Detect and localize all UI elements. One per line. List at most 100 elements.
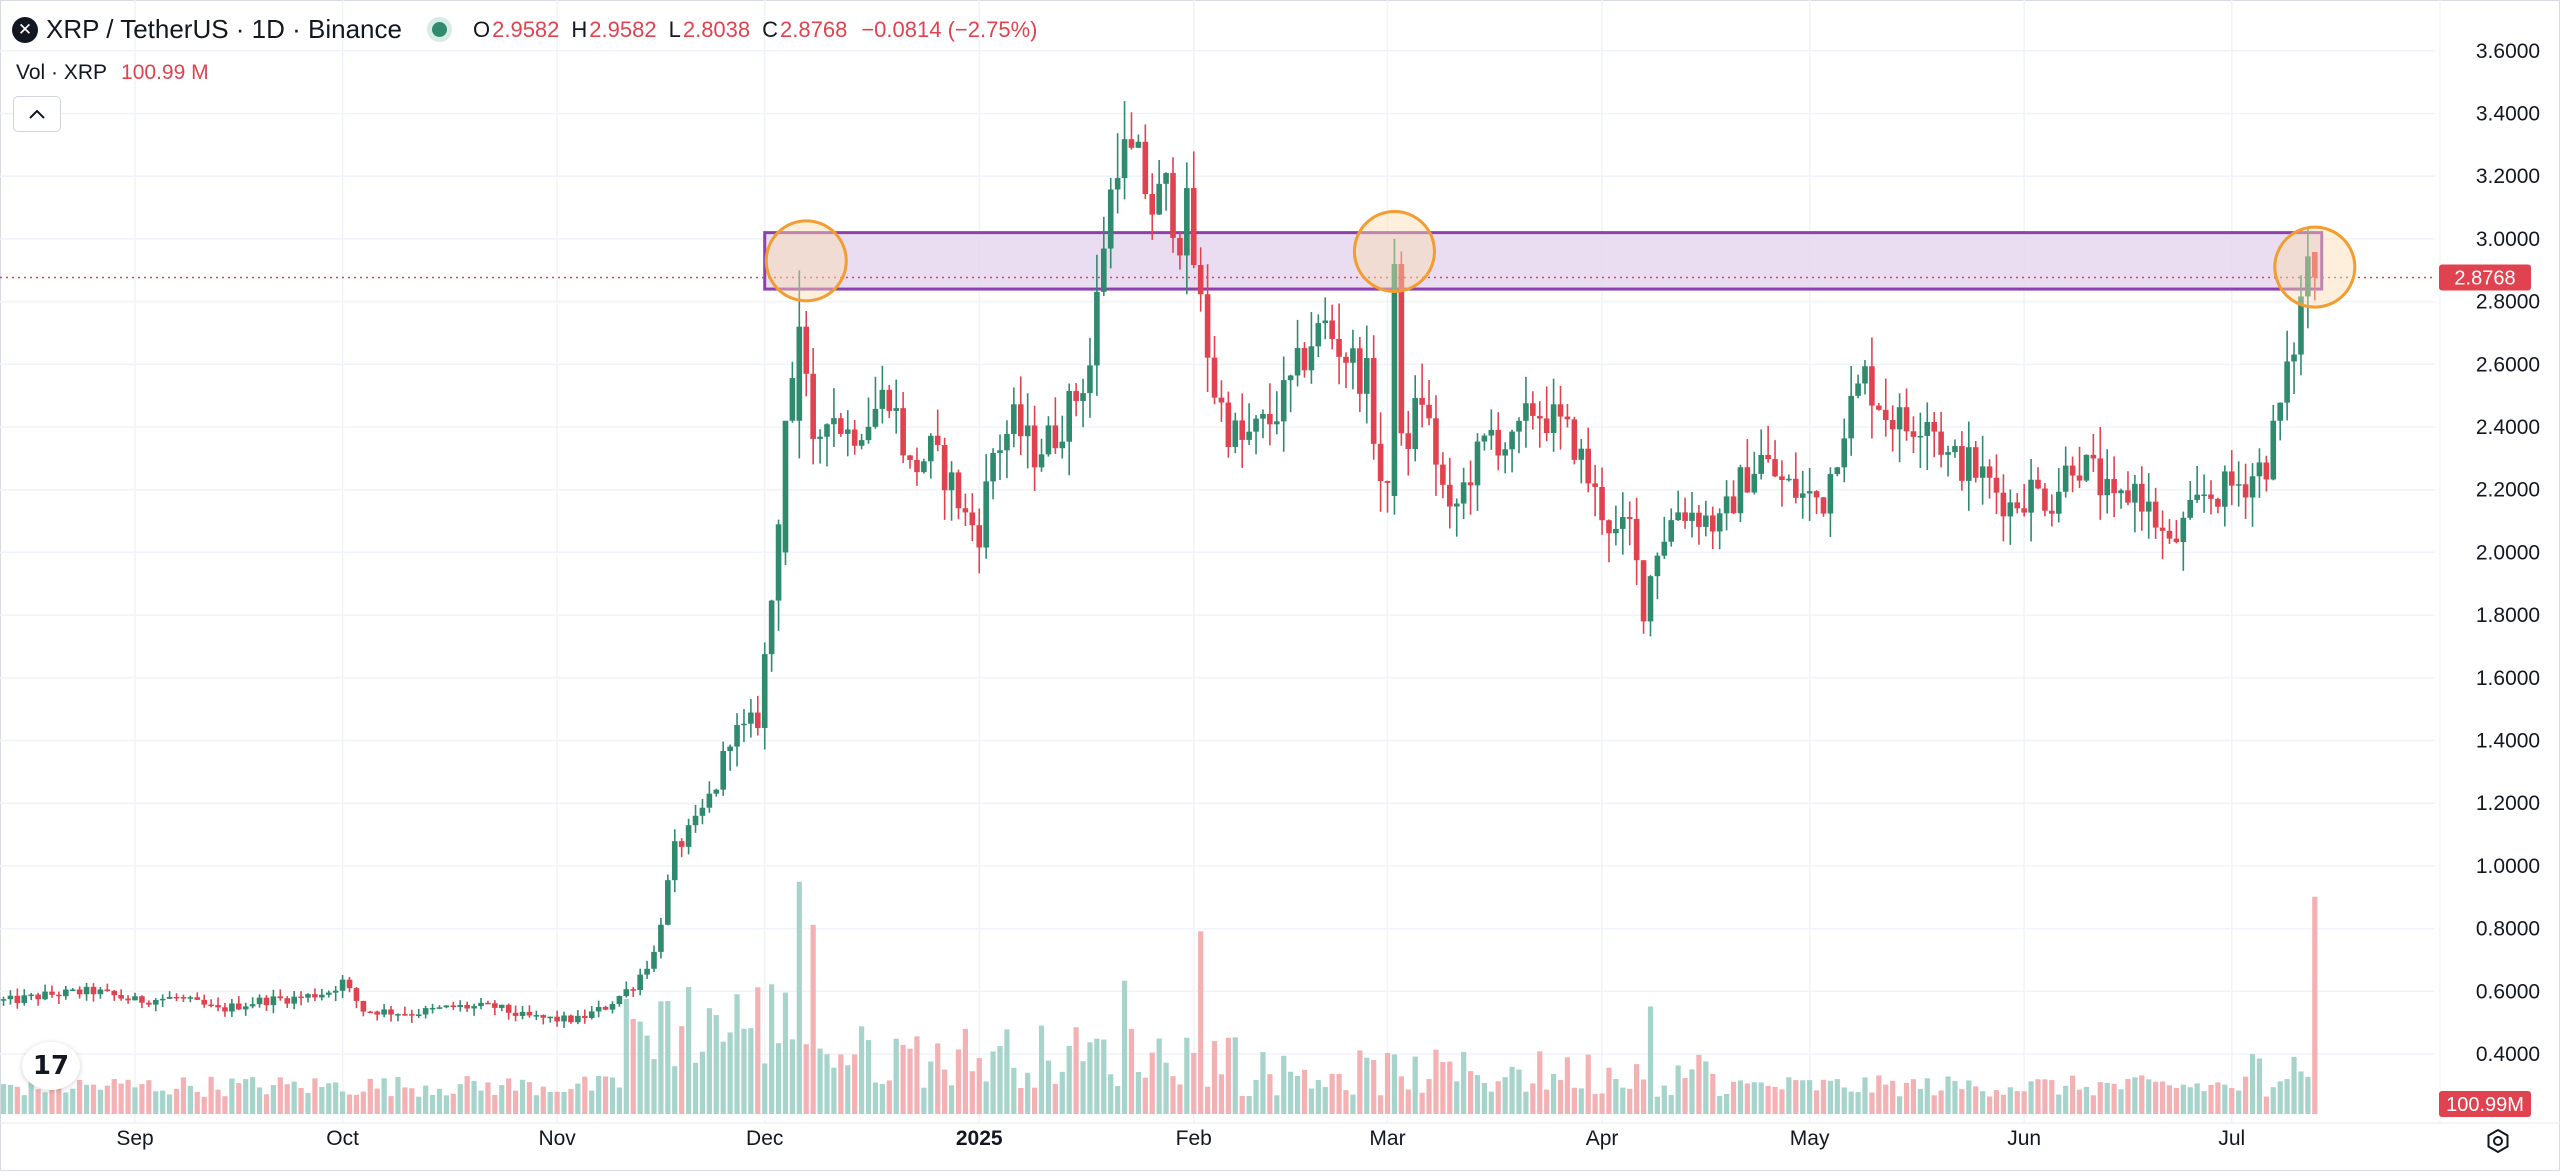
candle-body	[1543, 418, 1550, 434]
volume-bar	[35, 1089, 41, 1114]
candle-body	[914, 460, 920, 473]
volume-bar	[1205, 1086, 1211, 1114]
candle-body	[492, 1003, 498, 1008]
candle-body	[1163, 173, 1169, 184]
volume-bar	[2035, 1079, 2041, 1114]
candle-body	[1197, 265, 1204, 295]
candle-body	[90, 986, 97, 995]
volume-bar	[2180, 1084, 2186, 1114]
volume-bar	[395, 1076, 401, 1114]
volume-bar	[782, 992, 789, 1114]
volume-bar	[1751, 1082, 1757, 1114]
candle-body	[353, 988, 360, 1001]
settings-icon[interactable]	[2483, 1126, 2513, 1156]
close-x-icon[interactable]: ✕	[12, 16, 38, 43]
volume-bar	[775, 1043, 782, 1114]
candle-body	[1606, 520, 1612, 534]
candle-body	[2180, 517, 2187, 543]
candle-body	[1495, 429, 1502, 456]
candle-body	[2139, 483, 2145, 512]
volume-bar	[1274, 1095, 1280, 1114]
volume-bar	[1717, 1095, 1723, 1114]
candle-body	[1626, 517, 1633, 519]
volume-bar	[2277, 1081, 2283, 1114]
volume-bar	[1661, 1085, 1667, 1114]
candle-body	[7, 995, 14, 1000]
volume-bar	[340, 1091, 346, 1114]
volume-bar	[1620, 1087, 1626, 1114]
candle-body	[1301, 348, 1308, 371]
volume-bar	[1883, 1084, 1889, 1114]
candle-body	[222, 1007, 228, 1012]
collapse-legend-button[interactable]	[13, 96, 61, 132]
volume-bar	[928, 1061, 934, 1114]
candle-body	[879, 389, 886, 409]
candle-body	[180, 997, 187, 999]
volume-bar	[1627, 1088, 1633, 1114]
volume-bar	[513, 1090, 519, 1114]
volume-bar	[125, 1079, 131, 1114]
volume-bar	[1301, 1069, 1308, 1114]
candle-body	[104, 989, 111, 992]
volume-bar	[2014, 1091, 2020, 1114]
volume-bar	[1813, 1090, 1820, 1114]
volume-bar	[229, 1078, 235, 1114]
candle-body	[1329, 320, 1335, 339]
price-tick-label: 0.8000	[2476, 918, 2540, 941]
volume-bar	[1647, 1006, 1654, 1114]
volume-bar	[2298, 1071, 2304, 1114]
candle-body	[1474, 441, 1481, 486]
volume-bar	[1371, 1060, 1377, 1114]
candle-body	[1336, 338, 1342, 357]
volume-bar	[1606, 1067, 1612, 1114]
candle-body	[2125, 490, 2131, 503]
volume-bar	[7, 1084, 14, 1114]
candle-body	[1938, 431, 1944, 455]
volume-bar	[2056, 1094, 2062, 1114]
highlight-circle	[1352, 209, 1436, 293]
volume-bar	[907, 1048, 913, 1114]
candle-body	[1834, 467, 1841, 475]
volume-bar	[1551, 1073, 1557, 1114]
volume-bar	[2215, 1082, 2221, 1114]
tradingview-logo[interactable]: 17	[22, 1042, 80, 1090]
symbol-title[interactable]: XRP / TetherUS · 1D · Binance	[46, 14, 402, 44]
candle-body	[1620, 517, 1626, 529]
volume-bar	[2153, 1081, 2159, 1114]
volume-bar	[796, 881, 802, 1114]
volume-bar	[2132, 1077, 2138, 1114]
candle-body	[1799, 493, 1806, 498]
volume-bar	[436, 1088, 443, 1114]
volume-bar	[1488, 1091, 1494, 1114]
candle-body	[1786, 478, 1792, 481]
volume-bar	[83, 1084, 90, 1114]
last-price-label: 2.8768	[2454, 268, 2515, 290]
volume-bar	[2049, 1080, 2055, 1114]
candle-body	[388, 1009, 394, 1015]
candle-body	[1190, 188, 1197, 266]
candle-body	[1350, 348, 1356, 363]
volume-bar	[277, 1077, 283, 1114]
candle-body	[1536, 415, 1543, 419]
close-value: 2.8768	[780, 16, 848, 42]
high-value: 2.9582	[589, 16, 657, 42]
candle-body	[2291, 354, 2297, 362]
candle-body	[1751, 473, 1758, 493]
volume-bar	[215, 1089, 221, 1114]
volume-legend[interactable]: Vol · XRP 100.99 M	[16, 61, 209, 85]
candle-body	[678, 841, 685, 847]
candle-body	[2000, 492, 2007, 517]
volume-bar	[1052, 1083, 1058, 1114]
volume-bar	[2201, 1091, 2207, 1114]
candle-body	[450, 1005, 457, 1008]
price-tick-label: 2.0000	[2476, 541, 2540, 564]
candle-body	[2104, 479, 2110, 496]
candle-body	[644, 968, 650, 975]
candle-body	[1467, 482, 1474, 486]
candle-body	[741, 723, 747, 726]
volume-bar	[526, 1082, 533, 1114]
volume-bar	[1737, 1080, 1744, 1114]
candle-body	[1910, 431, 1917, 437]
